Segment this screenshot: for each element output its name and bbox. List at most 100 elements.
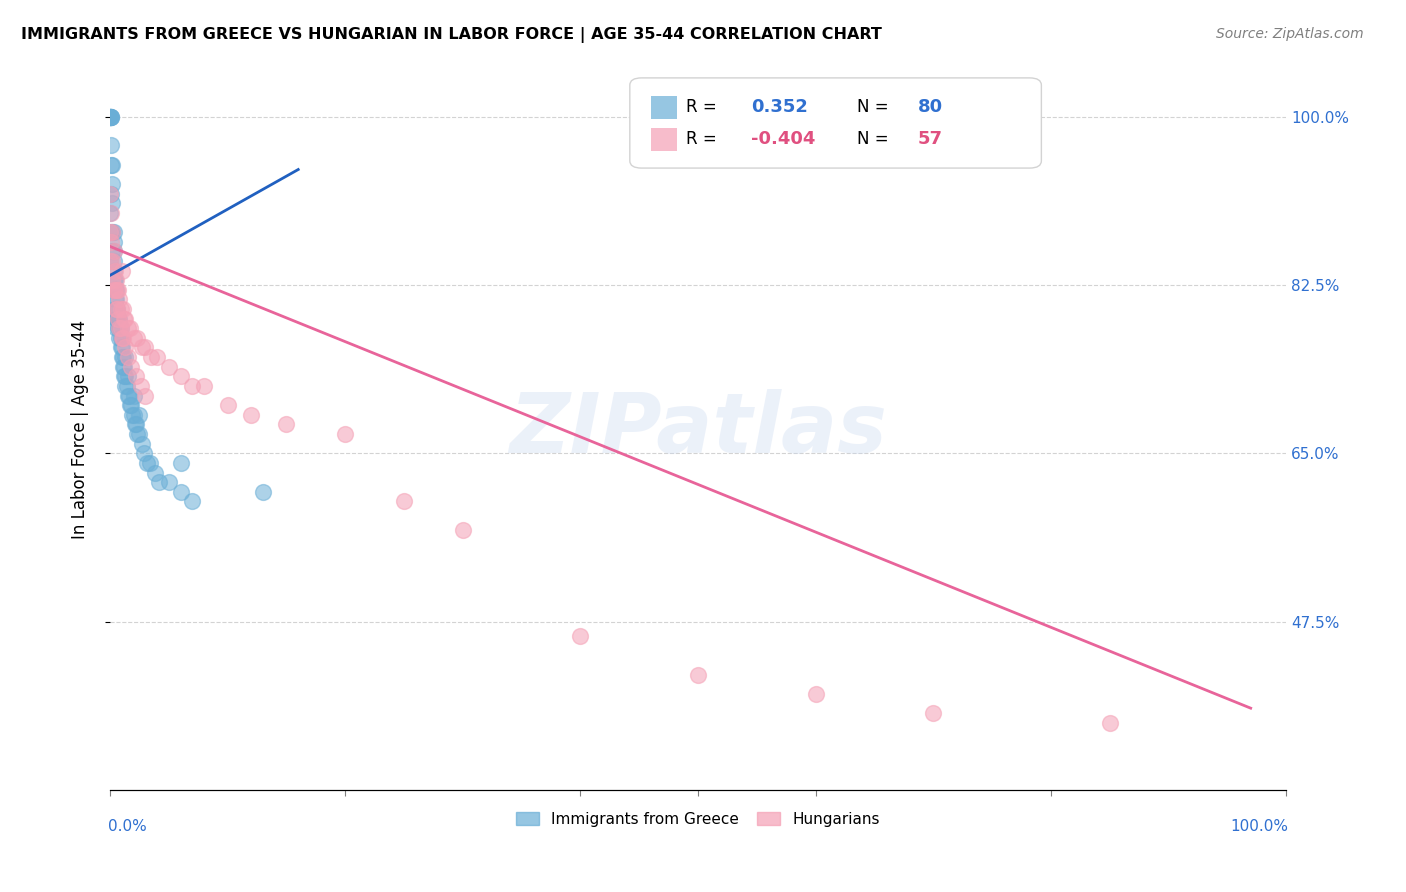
Point [122,408,145,422]
Point [141,350,163,364]
Point [127,331,149,345]
Point [122,388,145,402]
Point [98,253,121,268]
Point [110,321,132,335]
Point [98,110,121,124]
Point [98,186,121,201]
Point [121,408,143,422]
Point [120,398,142,412]
Point [240,408,263,422]
Text: ZIPatlas: ZIPatlas [509,389,887,470]
Point [181,494,204,508]
Point [392,494,415,508]
Point [98,110,121,124]
Point [117,369,139,384]
Point [117,321,139,335]
Point [115,379,138,393]
Point [101,244,124,259]
Point [98,225,121,239]
Point [107,311,129,326]
Point [103,253,125,268]
Point [103,225,125,239]
Point [111,331,134,345]
Text: 100.0%: 100.0% [1230,819,1288,834]
Point [128,408,150,422]
Point [103,244,125,259]
Point [804,687,827,701]
Text: 57: 57 [918,130,943,148]
Point [111,350,134,364]
Point [104,283,127,297]
Point [451,523,474,537]
Point [124,417,146,432]
Point [217,398,239,412]
Point [100,225,122,239]
Point [193,379,215,393]
Point [157,475,180,490]
Text: 80: 80 [918,98,943,117]
Point [103,235,125,249]
Point [143,466,166,480]
Point [135,456,157,470]
Point [101,196,124,211]
Y-axis label: In Labor Force | Age 35-44: In Labor Force | Age 35-44 [72,319,89,539]
Point [107,321,129,335]
Point [146,350,169,364]
Point [335,427,357,442]
Point [120,359,142,374]
Point [108,331,131,345]
Point [128,427,150,442]
Point [103,263,125,277]
Point [101,158,124,172]
Point [104,301,127,316]
Point [101,225,124,239]
Point [131,436,153,450]
Point [98,253,121,268]
Point [110,301,132,316]
Point [114,369,136,384]
Point [104,293,127,307]
Point [134,341,156,355]
Point [169,484,191,499]
Point [101,273,124,287]
Point [114,311,136,326]
Point [117,350,139,364]
Point [120,398,142,412]
Point [114,350,136,364]
Point [157,359,180,374]
Point [98,110,121,124]
Point [169,369,191,384]
Point [104,273,127,287]
Point [100,158,122,172]
Text: IMMIGRANTS FROM GREECE VS HUNGARIAN IN LABOR FORCE | AGE 35-44 CORRELATION CHART: IMMIGRANTS FROM GREECE VS HUNGARIAN IN L… [21,27,882,43]
Point [139,456,162,470]
Point [114,379,136,393]
Point [104,263,127,277]
Point [112,369,135,384]
Point [252,484,274,499]
Point [100,110,122,124]
Point [104,321,127,335]
Point [100,235,122,249]
FancyBboxPatch shape [630,78,1042,168]
Point [107,283,129,297]
Point [131,341,153,355]
Text: N =: N = [856,130,894,148]
Point [100,186,122,201]
Point [111,263,134,277]
Point [112,359,135,374]
Point [922,706,945,720]
Text: N =: N = [856,98,894,117]
Point [129,379,152,393]
Text: 0.0%: 0.0% [108,819,146,834]
Point [1098,715,1121,730]
Point [110,341,132,355]
Point [118,388,141,402]
Point [125,417,148,432]
Point [112,311,135,326]
Point [569,629,592,643]
Point [181,379,204,393]
Point [101,253,124,268]
Point [104,283,127,297]
Bar [651,96,676,119]
